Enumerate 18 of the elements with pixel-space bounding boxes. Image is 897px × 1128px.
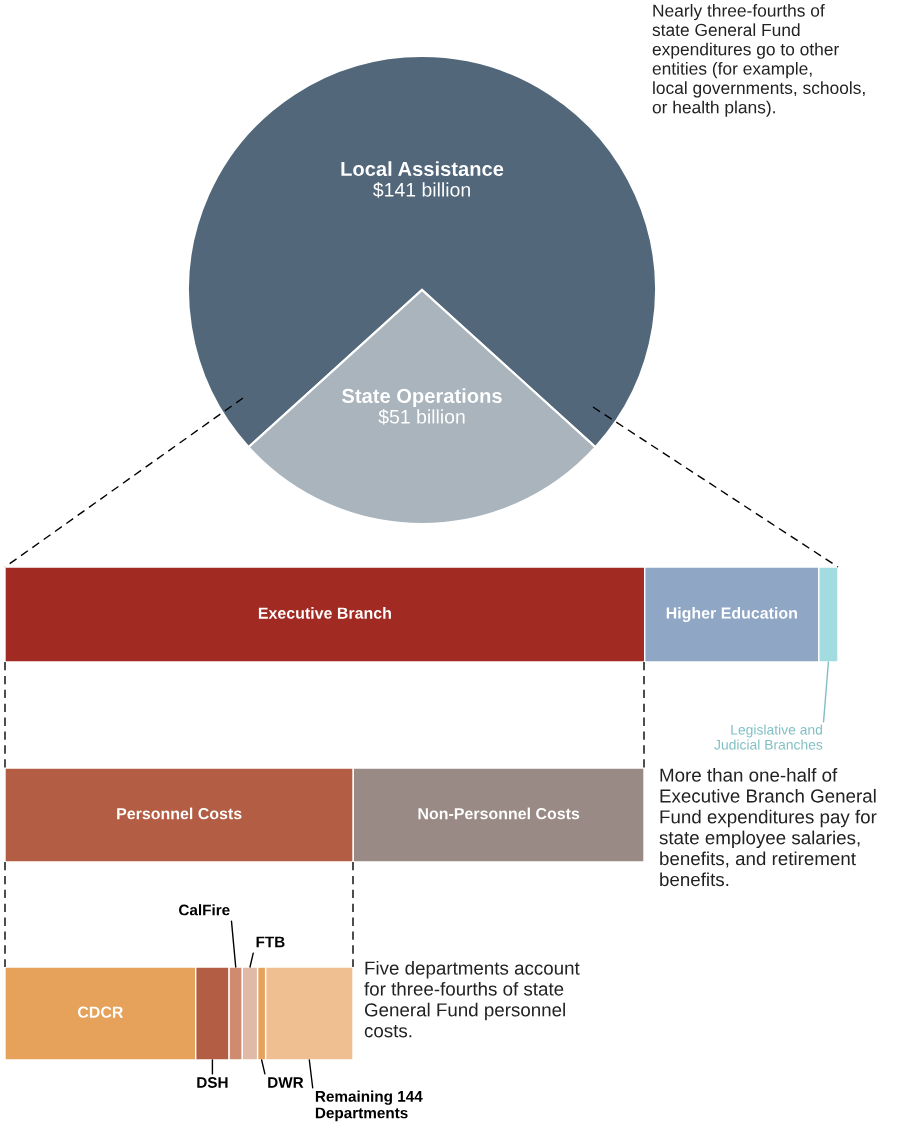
series-label: Remaining 144 Departments bbox=[315, 1090, 423, 1122]
series-label: Executive Branch bbox=[258, 607, 391, 619]
series-label: DSH bbox=[197, 1077, 228, 1088]
series-label: Personnel Costs bbox=[117, 807, 242, 820]
text: Legislative and Judicial Branches bbox=[714, 724, 823, 750]
text: CalFire bbox=[179, 904, 230, 916]
series-label: DWR bbox=[268, 1077, 304, 1088]
slice-label: Local Assistance bbox=[341, 161, 504, 177]
series-label: FTB bbox=[256, 936, 285, 948]
text: Nearly three-fourths of state General Fund expenditures go to other entities (for example, local governments, schools, or health plans). bbox=[652, 4, 865, 117]
series-label: Higher Education bbox=[666, 607, 797, 622]
series-label: CDCR bbox=[77, 1006, 124, 1018]
slice-label: State Operations bbox=[342, 388, 502, 407]
text: Five departments account for three-fourths of state General Fund personnel costs. bbox=[364, 961, 580, 1038]
data-label: $51 billion bbox=[378, 409, 465, 425]
data-label: $141 billion bbox=[373, 182, 470, 198]
series-label: Non-Personnel Costs bbox=[418, 807, 580, 820]
text: More than one-half of Executive Branch General Fund expenditures pay for state employee salaries, benefits, and retirement benefits. bbox=[659, 768, 877, 887]
